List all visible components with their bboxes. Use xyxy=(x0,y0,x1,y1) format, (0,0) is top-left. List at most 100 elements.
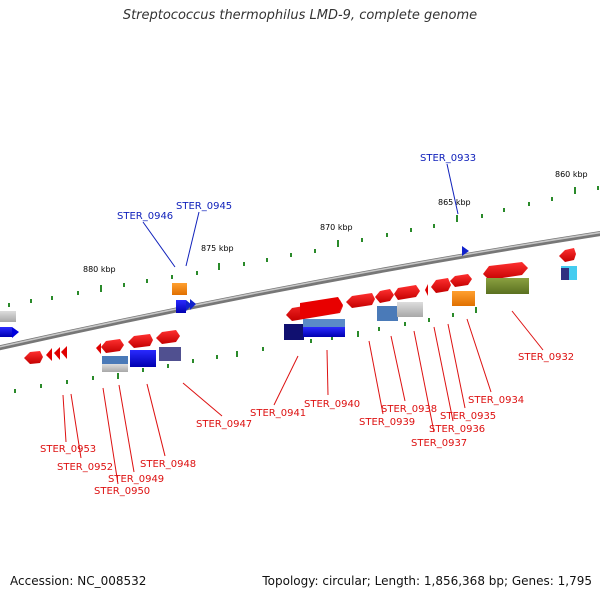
scale-tick xyxy=(30,299,32,303)
gene-label-STER_0941[interactable]: STER_0941 xyxy=(250,408,306,419)
gene-block[interactable] xyxy=(561,268,569,280)
gene-STER_0932-arrow[interactable] xyxy=(483,262,528,280)
scale-label-860kbp: 860 kbp xyxy=(555,170,588,179)
leader-lines xyxy=(62,163,544,485)
scale-label-875kbp: 875 kbp xyxy=(201,244,234,253)
gene-label-STER_0936[interactable]: STER_0936 xyxy=(429,424,485,435)
accession-label: Accession: NC_008532 xyxy=(10,574,147,588)
gene-label-STER_0939[interactable]: STER_0939 xyxy=(359,417,415,428)
scale-tick xyxy=(528,202,530,206)
leader-STER_0932 xyxy=(511,310,544,351)
gene-STER_0937-arrow[interactable] xyxy=(394,285,420,300)
leader-STER_0952 xyxy=(70,393,82,459)
gene-block[interactable] xyxy=(159,347,181,361)
gene-arrow[interactable] xyxy=(24,351,43,364)
scale-tick xyxy=(404,322,406,326)
gene-block[interactable] xyxy=(397,302,423,317)
outer-gene-track xyxy=(0,246,577,340)
genome-summary: Topology: circular; Length: 1,856,368 bp… xyxy=(262,574,592,588)
scale-tick-major xyxy=(100,285,102,292)
gene-STER_0949-arrow[interactable] xyxy=(128,334,153,348)
scale-tick xyxy=(216,355,218,359)
gene-block[interactable] xyxy=(452,291,475,306)
scale-tick xyxy=(452,313,454,317)
gene-block[interactable] xyxy=(0,327,12,337)
gene-STER_0953-arrow[interactable] xyxy=(46,348,52,361)
gene-arrow[interactable] xyxy=(190,299,196,310)
leader-STER_0946 xyxy=(142,221,176,268)
leader-STER_0947 xyxy=(182,382,223,417)
gene-block[interactable] xyxy=(102,364,128,372)
gene-block[interactable] xyxy=(377,306,398,321)
scale-tick xyxy=(314,249,316,253)
scale-tick xyxy=(14,389,16,393)
scale-tick xyxy=(428,318,430,322)
gene-STER_0947-block[interactable] xyxy=(130,350,156,367)
gene-arrow[interactable] xyxy=(559,248,576,262)
gene-block[interactable] xyxy=(102,356,128,366)
leader-STER_0939 xyxy=(368,340,384,415)
scale-tick xyxy=(503,208,505,212)
gene-STER_0948-arrow[interactable] xyxy=(156,330,180,344)
gene-label-STER_0947[interactable]: STER_0947 xyxy=(196,419,252,430)
scale-tick xyxy=(262,347,264,351)
gene-arrow[interactable] xyxy=(96,343,101,354)
leader-STER_0937 xyxy=(413,330,435,433)
gene-block[interactable] xyxy=(303,327,345,337)
scale-tick xyxy=(123,283,125,287)
gene-STER_0938-arrow[interactable] xyxy=(375,289,394,303)
gene-label-STER_0946[interactable]: STER_0946 xyxy=(117,211,173,222)
scale-tick xyxy=(51,296,53,300)
genome-title: Streptococcus thermophilus LMD-9, comple… xyxy=(122,8,478,23)
leader-STER_0949 xyxy=(118,384,135,473)
scale-tick xyxy=(433,224,435,228)
gene-label-STER_0940[interactable]: STER_0940 xyxy=(304,399,360,410)
gene-label-STER_0953[interactable]: STER_0953 xyxy=(40,444,96,455)
scale-tick xyxy=(192,359,194,363)
gene-label-STER_0934[interactable]: STER_0934 xyxy=(468,395,524,406)
gene-arrow[interactable] xyxy=(61,346,67,359)
leader-STER_0933 xyxy=(446,163,459,215)
scale-tick xyxy=(410,228,412,232)
gene-label-STER_0932[interactable]: STER_0932 xyxy=(518,352,574,363)
gene-STER_0939-arrow[interactable] xyxy=(346,293,375,308)
gene-block[interactable] xyxy=(303,319,345,329)
gene-block[interactable] xyxy=(176,300,186,313)
gene-label-STER_0952[interactable]: STER_0952 xyxy=(57,462,113,473)
leader-STER_0934 xyxy=(466,318,492,393)
inner-gene-track xyxy=(24,330,181,372)
scale-label-865kbp: 865 kbp xyxy=(438,198,471,207)
gene-STER_0933-arrow[interactable] xyxy=(462,246,469,256)
gene-STER_0940-arrow[interactable] xyxy=(300,297,343,319)
leader-STER_0940 xyxy=(326,349,329,396)
gene-STER_0934-arrow[interactable] xyxy=(450,274,472,287)
scale-tick xyxy=(597,186,599,190)
gene-STER_0952-arrow[interactable] xyxy=(54,347,60,360)
gene-STER_0950-arrow[interactable] xyxy=(101,339,124,353)
gene-label-STER_0949[interactable]: STER_0949 xyxy=(108,474,164,485)
gene-label-STER_0938[interactable]: STER_0938 xyxy=(381,404,437,415)
scale-tick-major xyxy=(456,215,458,222)
scale-tick xyxy=(40,384,42,388)
gene-arrow[interactable] xyxy=(12,327,19,338)
scale-tick xyxy=(475,307,477,313)
gene-block[interactable] xyxy=(284,324,304,340)
scale-tick xyxy=(266,258,268,262)
gene-label-STER_0948[interactable]: STER_0948 xyxy=(140,459,196,470)
gene-label-STER_0933[interactable]: STER_0933 xyxy=(420,153,476,164)
gene-label-STER_0935[interactable]: STER_0935 xyxy=(440,411,496,422)
gene-STER_0945-arrow[interactable] xyxy=(186,300,192,311)
gene-label-STER_0937[interactable]: STER_0937 xyxy=(411,438,467,449)
gene-block[interactable] xyxy=(0,311,16,322)
scale-tick xyxy=(171,275,173,279)
gene-STER_0936-arrow[interactable] xyxy=(425,284,428,296)
gene-label-STER_0945[interactable]: STER_0945 xyxy=(176,201,232,212)
gene-label-STER_0950[interactable]: STER_0950 xyxy=(94,486,150,497)
gene-STER_0946-block[interactable] xyxy=(172,283,187,295)
gene-STER_0935-arrow[interactable] xyxy=(431,278,451,293)
scale-tick xyxy=(146,279,148,283)
gene-block[interactable] xyxy=(486,278,529,294)
scale-label-880kbp: 880 kbp xyxy=(83,265,116,274)
scale-tick xyxy=(357,331,359,337)
